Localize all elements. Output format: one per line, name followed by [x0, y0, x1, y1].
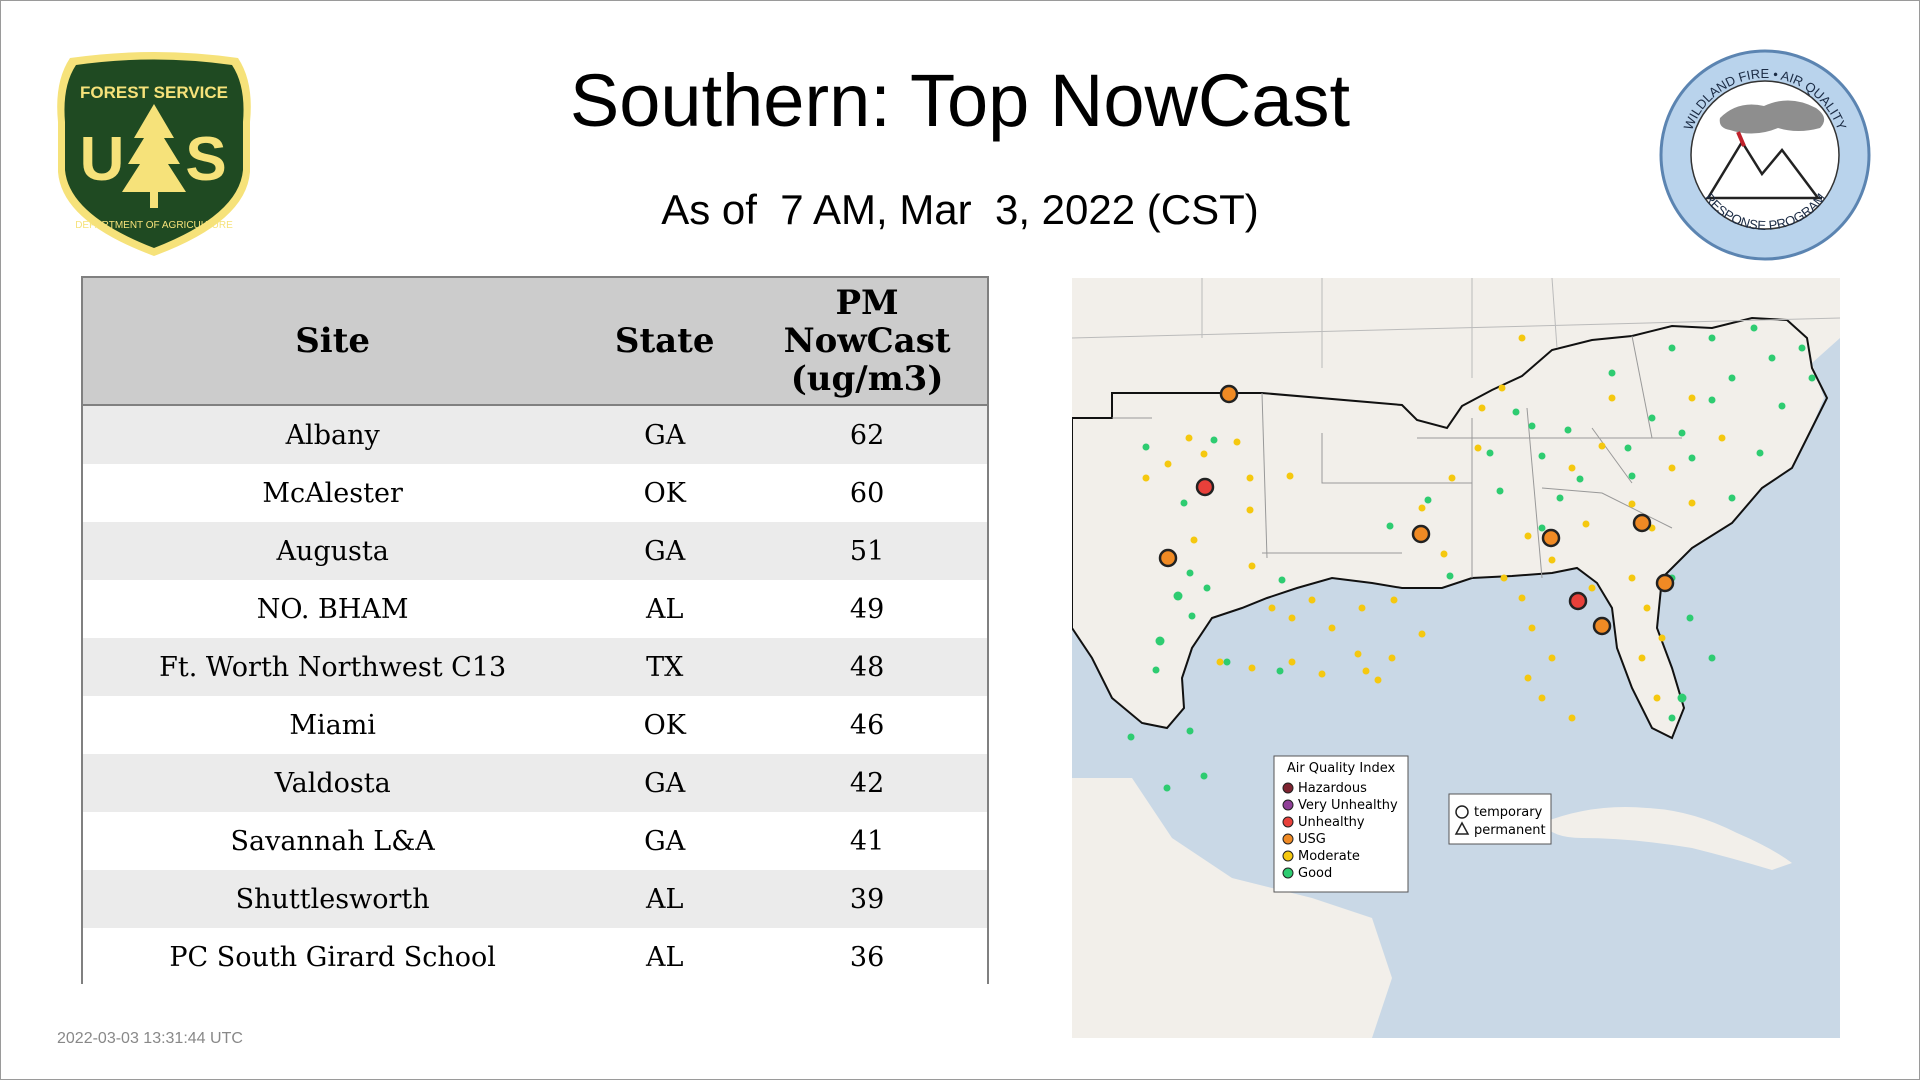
cell-value: 36 [747, 928, 987, 986]
cell-value: 60 [747, 464, 987, 522]
table-row: PC South Girard School AL 36 [83, 928, 987, 986]
cell-site: Albany [83, 405, 583, 464]
temporary-marker-icon [1455, 805, 1469, 819]
cell-site: PC South Girard School [83, 928, 583, 986]
pm-header-line-1: PM [835, 283, 899, 323]
pm-header-line-3: (ug/m3) [790, 359, 944, 399]
svg-text:FOREST SERVICE: FOREST SERVICE [80, 83, 228, 102]
table-row: Savannah L&A GA 41 [83, 812, 987, 870]
legend-swatch-hazardous [1282, 782, 1294, 794]
map-region-outline [1072, 316, 1829, 740]
legend-item-good: Good [1298, 866, 1332, 881]
legend-item-usg: USG [1298, 832, 1326, 847]
cell-site: Ft. Worth Northwest C13 [83, 638, 583, 696]
cell-value: 48 [747, 638, 987, 696]
cell-value: 46 [747, 696, 987, 754]
svg-text:U: U [80, 125, 125, 194]
cell-value: 62 [747, 405, 987, 464]
cell-value: 49 [747, 580, 987, 638]
page-title: Southern: Top NowCast [569, 59, 1351, 142]
legend-temporary: temporary [1474, 805, 1543, 820]
column-header-site: Site [83, 278, 583, 406]
column-header-pm-nowcast: PM NowCast (ug/m3) [747, 278, 987, 406]
wildland-fire-air-quality-logo: WILDLAND FIRE • AIR QUALITY RESPONSE PRO… [1659, 49, 1871, 261]
nowcast-table: Site State PM NowCast (ug/m3) Albany GA 62… [81, 276, 989, 986]
legend-item-very-unhealthy: Very Unhealthy [1298, 798, 1398, 813]
map-mexico [1072, 778, 1392, 1038]
cell-site: Miami [83, 696, 583, 754]
cell-value: 41 [747, 812, 987, 870]
cell-state: GA [582, 754, 748, 812]
cell-state: AL [582, 580, 748, 638]
unhealthy-sites [1195, 477, 1588, 611]
map-state-lines [1072, 278, 1840, 579]
table-header-row: Site State PM NowCast (ug/m3) [83, 278, 987, 406]
cell-state: TX [582, 638, 748, 696]
good-sites [1127, 324, 1816, 792]
legend-swatch-good [1282, 867, 1294, 879]
cell-value: 42 [747, 754, 987, 812]
pm-header-line-2: NowCast [783, 321, 951, 361]
legend-permanent: permanent [1474, 823, 1546, 838]
legend-swatch-moderate [1282, 850, 1294, 862]
cell-state: AL [582, 928, 748, 986]
cell-state: GA [582, 812, 748, 870]
table-row: Ft. Worth Northwest C13 TX 48 [83, 638, 987, 696]
table-row: Albany GA 62 [83, 405, 987, 464]
map-cuba [1542, 807, 1792, 870]
table-row: Augusta GA 51 [83, 522, 987, 580]
table-row: McAlester OK 60 [83, 464, 987, 522]
cell-site: McAlester [83, 464, 583, 522]
page-subtitle: As of 7 AM, Mar 3, 2022 (CST) [661, 186, 1259, 233]
cell-state: GA [582, 522, 748, 580]
cell-state: GA [582, 405, 748, 464]
usg-sites [1158, 384, 1675, 636]
table-row: Miami OK 46 [83, 696, 987, 754]
cell-site: Augusta [83, 522, 583, 580]
footer-timestamp: 2022-03-03 13:31:44 UTC [57, 1030, 243, 1047]
forest-service-logo: FOREST SERVICE U S DEPARTMENT OF AGRICUL… [57, 52, 251, 256]
air-quality-map: Air Quality Index Hazardous Very Unhealt… [1072, 278, 1840, 1038]
cell-site: NO. BHAM [83, 580, 583, 638]
cell-state: OK [582, 696, 748, 754]
legend-swatch-usg [1282, 833, 1294, 845]
cell-value: 39 [747, 870, 987, 928]
legend-swatch-unhealthy [1282, 816, 1294, 828]
legend-item-hazardous: Hazardous [1298, 781, 1367, 796]
legend-swatch-very-unhealthy [1282, 799, 1294, 811]
cell-state: OK [582, 464, 748, 522]
cell-state: AL [582, 870, 748, 928]
moderate-sites [1142, 334, 1726, 722]
svg-text:S: S [185, 125, 226, 194]
legend-item-moderate: Moderate [1298, 849, 1360, 864]
legend-item-unhealthy: Unhealthy [1298, 815, 1365, 830]
marker-type-legend: temporary permanent [1448, 793, 1552, 845]
cell-site: Savannah L&A [83, 812, 583, 870]
cell-site: Valdosta [83, 754, 583, 812]
permanent-marker-icon [1454, 821, 1470, 835]
cell-site: Shuttlesworth [83, 870, 583, 928]
column-header-state: State [582, 278, 748, 406]
table-row: NO. BHAM AL 49 [83, 580, 987, 638]
aqi-legend: Air Quality Index Hazardous Very Unhealt… [1273, 755, 1409, 893]
legend-title: Air Quality Index [1287, 761, 1396, 776]
svg-text:DEPARTMENT OF AGRICULTURE: DEPARTMENT OF AGRICULTURE [75, 220, 233, 231]
table-row: Shuttlesworth AL 39 [83, 870, 987, 928]
table-row: Valdosta GA 42 [83, 754, 987, 812]
cell-value: 51 [747, 522, 987, 580]
